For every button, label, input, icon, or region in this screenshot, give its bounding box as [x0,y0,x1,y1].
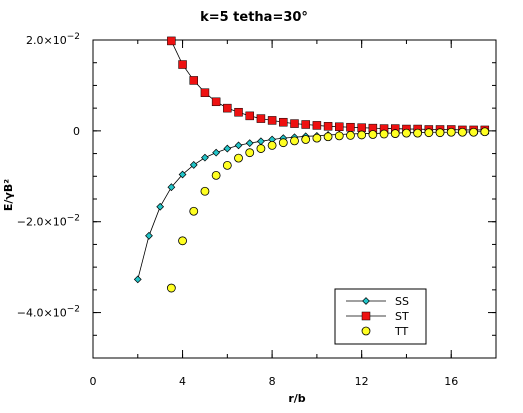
series-st-line [170,40,485,131]
data-point-ss [189,161,198,169]
legend: SS ST TT [334,288,427,345]
x-tick-label: 4 [179,375,186,388]
data-point-st [335,122,344,132]
data-point-tt [200,186,210,196]
legend-label-tt: TT [394,325,409,338]
data-point-st [267,116,277,125]
data-point-tt [446,127,456,137]
legend-box [334,288,427,345]
data-point-ss [133,275,142,284]
data-point-st [167,36,176,46]
data-point-ss [145,231,153,240]
y-tick-label: 0 [73,125,80,138]
data-point-tt [222,160,232,170]
data-point-tt [458,127,467,137]
data-point-st [256,114,266,123]
data-point-tt [312,133,322,143]
plot-frame [92,39,497,359]
chart-title: k=5 tetha=30° [200,10,308,25]
data-point-ss [234,141,243,150]
series-layer [133,36,490,293]
data-point-st [301,120,310,129]
data-point-tt [424,128,434,138]
data-point-st [178,60,187,69]
data-point-tt [166,283,176,293]
y-axis: 2.0×10−2 0 −2.0×10−2 −4.0×10−2 [17,32,496,359]
x-axis: 0 4 8 12 16 [90,40,497,388]
data-point-ss [257,137,265,146]
data-point-ss [201,153,209,162]
legend-label-st: ST [395,310,409,323]
data-point-tt [267,140,277,150]
data-point-tt [435,128,445,138]
data-point-st [323,122,333,131]
y-tick-label: 2.0×10−2 [26,32,80,47]
data-point-tt [189,206,199,216]
data-point-st [223,103,232,113]
x-tick-label: 0 [90,375,97,388]
data-point-ss [212,148,221,157]
y-tick-label: −2.0×10−2 [17,214,80,229]
data-point-st [234,107,243,117]
data-point-st [346,122,355,132]
x-tick-label: 16 [444,375,458,388]
data-point-tt [368,130,378,139]
data-point-tt [402,128,411,138]
data-point-tt [480,127,490,137]
data-point-ss [156,202,165,211]
data-point-tt [390,129,400,138]
x-axis-label: r/b [288,392,305,405]
legend-marker-ss [362,297,370,305]
legend-marker-tt [361,326,371,336]
data-point-st [312,121,322,130]
data-point-ss [178,170,187,179]
data-point-ss [167,183,176,192]
series-tt [166,127,490,293]
series-ss [133,127,489,284]
data-point-st [357,123,366,132]
series-st [167,36,490,135]
data-point-tt [256,144,266,153]
data-point-tt [301,135,311,144]
data-point-st [189,76,198,85]
data-point-tt [290,136,299,146]
data-point-st [211,97,221,107]
y-tick-label: −4.0×10−2 [17,305,80,320]
data-point-st [290,119,299,128]
data-point-tt [357,130,367,140]
data-point-tt [469,127,479,137]
data-point-tt [178,236,187,246]
data-point-tt [234,153,243,163]
plot-area: 0 4 8 12 16 2.0×10−2 0 −2.0×10−2 −4.0×10−2 [17,32,497,388]
data-point-ss [245,139,254,148]
data-point-tt [346,130,355,140]
data-point-tt [211,170,221,180]
x-tick-label: 8 [269,375,276,388]
data-point-tt [334,131,344,141]
legend-marker-st [361,311,371,321]
data-point-ss [223,144,232,153]
legend-label-ss: SS [395,295,409,308]
data-point-tt [245,148,255,158]
data-point-st [279,117,288,127]
data-point-st [200,88,210,97]
data-point-tt [278,138,288,148]
x-tick-label: 12 [355,375,369,388]
data-point-tt [413,128,423,138]
series-ss-line [137,131,485,280]
y-axis-label: E/γB² [2,179,15,211]
data-point-st [245,111,254,121]
data-point-tt [379,129,389,139]
data-point-tt [323,132,333,142]
